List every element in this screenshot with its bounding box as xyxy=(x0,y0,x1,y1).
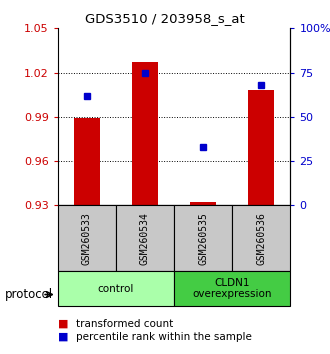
Text: transformed count: transformed count xyxy=(76,319,173,329)
Bar xyxy=(116,205,174,271)
Text: ■: ■ xyxy=(58,319,68,329)
Text: ■: ■ xyxy=(58,332,68,342)
Text: GSM260533: GSM260533 xyxy=(82,212,92,264)
Bar xyxy=(190,202,216,205)
Text: GSM260535: GSM260535 xyxy=(198,212,208,264)
Text: GSM260534: GSM260534 xyxy=(140,212,150,264)
Text: percentile rank within the sample: percentile rank within the sample xyxy=(76,332,252,342)
Bar xyxy=(174,205,232,271)
Bar xyxy=(132,62,158,205)
Bar xyxy=(248,90,275,205)
Bar xyxy=(232,205,290,271)
Text: GDS3510 / 203958_s_at: GDS3510 / 203958_s_at xyxy=(85,12,245,25)
Text: protocol: protocol xyxy=(5,288,53,301)
Text: control: control xyxy=(98,284,134,293)
Bar xyxy=(58,271,174,306)
Bar xyxy=(58,205,116,271)
Bar xyxy=(74,118,100,205)
Text: GSM260536: GSM260536 xyxy=(256,212,266,264)
Bar xyxy=(174,271,290,306)
Text: CLDN1
overexpression: CLDN1 overexpression xyxy=(192,278,272,299)
